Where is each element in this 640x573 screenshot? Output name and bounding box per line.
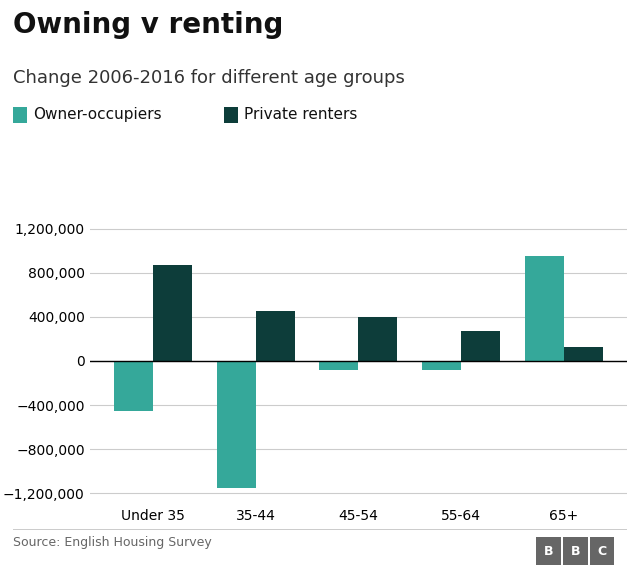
Text: Change 2006-2016 for different age groups: Change 2006-2016 for different age group… <box>13 69 404 87</box>
Bar <box>422 361 461 370</box>
Bar <box>319 361 358 370</box>
Bar <box>256 311 295 361</box>
Bar <box>461 331 500 361</box>
Bar <box>525 256 564 361</box>
Text: B: B <box>544 545 553 558</box>
Bar <box>358 317 397 361</box>
Text: B: B <box>571 545 580 558</box>
Text: Private renters: Private renters <box>244 107 358 122</box>
Text: Owner-occupiers: Owner-occupiers <box>33 107 162 122</box>
Bar <box>217 361 256 488</box>
Text: C: C <box>598 545 607 558</box>
Text: Owning v renting: Owning v renting <box>13 11 283 40</box>
Text: Source: English Housing Survey: Source: English Housing Survey <box>13 536 212 549</box>
Bar <box>114 361 153 411</box>
Bar <box>564 347 603 361</box>
Bar <box>153 265 192 361</box>
